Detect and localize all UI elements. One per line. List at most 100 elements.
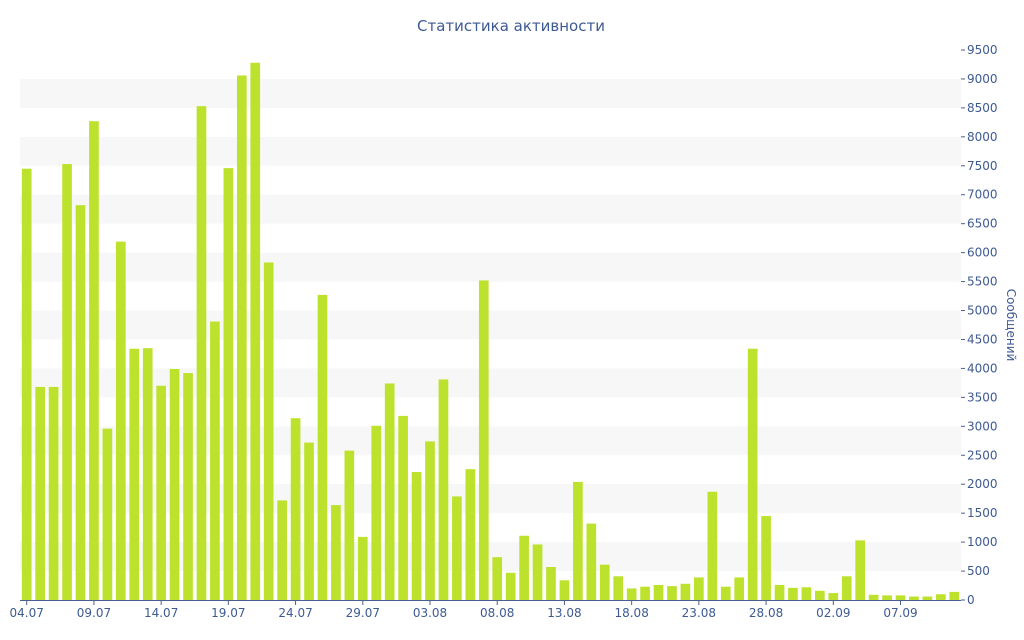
- bar: [142, 348, 153, 600]
- y-tick-label: 8000: [967, 130, 998, 144]
- bar: [788, 587, 798, 600]
- x-tick-label: 14.07: [144, 606, 178, 620]
- y-tick-label: 7000: [967, 188, 998, 202]
- bar: [949, 591, 960, 600]
- bar: [694, 577, 704, 600]
- bar: [210, 321, 220, 600]
- bar: [868, 594, 879, 600]
- bar: [519, 535, 529, 600]
- bar: [667, 586, 677, 600]
- bar: [21, 168, 32, 600]
- grid-bands: [20, 78, 961, 572]
- y-tick-label: 8500: [967, 101, 998, 115]
- x-tick-label: 19.07: [211, 606, 245, 620]
- bar: [411, 472, 422, 600]
- bar: [357, 536, 368, 600]
- bar: [841, 576, 852, 600]
- bar: [492, 557, 503, 600]
- y-tick-label: 0: [967, 593, 975, 607]
- x-tick-label: 23.08: [682, 606, 716, 620]
- bar: [640, 586, 650, 600]
- y-tick-label: 2000: [967, 477, 998, 491]
- bar: [317, 294, 328, 600]
- bar: [882, 595, 892, 600]
- y-axis-ticks: 0 500 1000 1500 2000 2500 3000 3500 4000 4500 5000…: [961, 43, 998, 607]
- bar: [815, 590, 825, 600]
- grid-band: [20, 78, 961, 108]
- bar: [707, 491, 718, 600]
- bar: [599, 564, 610, 600]
- bar: [895, 595, 906, 600]
- bar: [89, 121, 99, 601]
- bar: [747, 348, 758, 600]
- x-axis-ticks: 04.07 09.07 14.07 19.07 24.07 29.07 03.08 08.08…: [10, 600, 918, 620]
- chart-title: Статистика активности: [417, 17, 605, 35]
- bar: [855, 540, 866, 600]
- bar: [774, 584, 785, 600]
- bar: [371, 425, 382, 600]
- y-axis-label: Сообщений: [1004, 289, 1018, 362]
- bar: [653, 584, 664, 600]
- bar: [35, 386, 45, 600]
- bar: [75, 205, 86, 600]
- y-tick-label: 1500: [967, 506, 998, 520]
- bar: [478, 280, 489, 600]
- bar: [304, 442, 314, 600]
- y-tick-label: 9000: [967, 72, 998, 86]
- bar: [680, 583, 691, 600]
- grid-band: [20, 194, 961, 224]
- y-tick-label: 3000: [967, 419, 998, 433]
- bar: [344, 450, 355, 600]
- bar: [761, 516, 771, 600]
- bar: [425, 441, 435, 600]
- bar: [250, 62, 261, 601]
- bar: [331, 505, 341, 600]
- y-tick-label: 6000: [967, 246, 998, 260]
- y-tick-label: 3500: [967, 390, 998, 404]
- bar: [452, 496, 462, 600]
- x-tick-label: 09.07: [77, 606, 111, 620]
- x-tick-label: 28.08: [749, 606, 783, 620]
- x-tick-label: 03.08: [413, 606, 447, 620]
- y-tick-label: 2500: [967, 448, 998, 462]
- bar: [223, 168, 234, 601]
- bar: [115, 241, 126, 600]
- bar: [801, 587, 812, 600]
- bar: [626, 588, 637, 600]
- bar: [398, 415, 408, 600]
- bar: [559, 580, 570, 600]
- bar: [169, 369, 180, 600]
- x-tick-label: 29.07: [346, 606, 380, 620]
- bar: [236, 75, 247, 601]
- bar: [102, 428, 113, 600]
- x-tick-label: 18.08: [614, 606, 648, 620]
- x-tick-label: 13.08: [547, 606, 581, 620]
- y-tick-label: 6500: [967, 217, 998, 231]
- x-tick-label: 02.09: [816, 606, 850, 620]
- bar: [613, 576, 624, 600]
- bars: [21, 62, 960, 601]
- y-tick-label: 4000: [967, 361, 998, 375]
- bar: [277, 500, 287, 600]
- bar: [263, 262, 274, 600]
- bar: [196, 106, 207, 600]
- y-tick-label: 5500: [967, 275, 998, 289]
- bar: [734, 577, 745, 600]
- bar: [828, 593, 839, 600]
- bar: [438, 379, 449, 600]
- y-tick-label: 4500: [967, 332, 998, 346]
- bar: [62, 164, 72, 601]
- bar: [922, 596, 933, 600]
- bar: [465, 469, 476, 600]
- grid-band: [20, 252, 961, 282]
- bar: [909, 596, 919, 600]
- bar: [586, 523, 597, 600]
- bar: [573, 481, 583, 600]
- grid-band: [20, 310, 961, 340]
- bar: [720, 586, 731, 600]
- y-tick-label: 5000: [967, 304, 998, 318]
- y-tick-label: 500: [967, 564, 990, 578]
- bar: [183, 373, 193, 600]
- x-tick-label: 04.07: [10, 606, 44, 620]
